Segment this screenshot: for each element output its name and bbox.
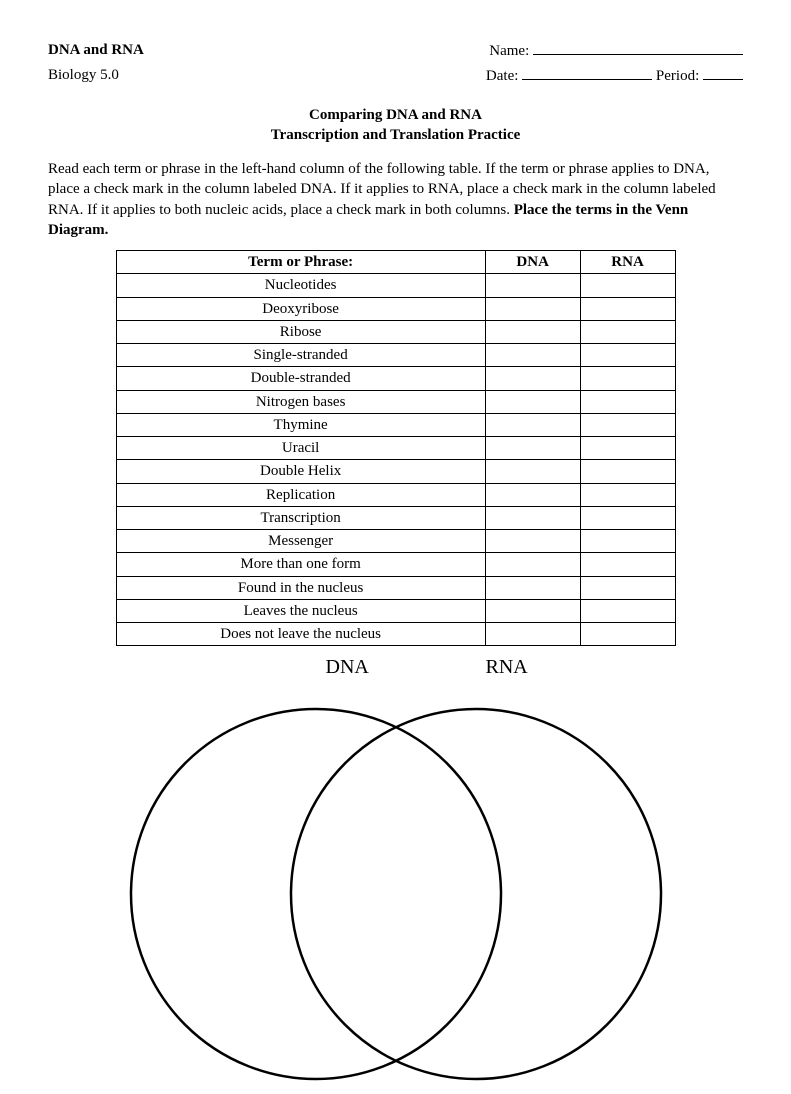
rna-check-cell[interactable]: [580, 530, 675, 553]
term-cell: Nitrogen bases: [116, 390, 485, 413]
rna-check-cell[interactable]: [580, 344, 675, 367]
table-row: Found in the nucleus: [116, 576, 675, 599]
rna-check-cell[interactable]: [580, 320, 675, 343]
table-row: Double Helix: [116, 460, 675, 483]
table-row: More than one form: [116, 553, 675, 576]
title-line-2: Transcription and Translation Practice: [48, 125, 743, 145]
rna-check-cell[interactable]: [580, 367, 675, 390]
topic-label: DNA and RNA: [48, 40, 144, 61]
name-field-group: Name:: [489, 40, 743, 61]
table-row: Single-stranded: [116, 344, 675, 367]
term-cell: Transcription: [116, 506, 485, 529]
name-input-line[interactable]: [533, 40, 743, 55]
header-row-2: Biology 5.0 Date: Period:: [48, 65, 743, 86]
table-row: Transcription: [116, 506, 675, 529]
rna-check-cell[interactable]: [580, 483, 675, 506]
col-header-term: Term or Phrase:: [116, 251, 485, 274]
term-cell: Messenger: [116, 530, 485, 553]
rna-check-cell[interactable]: [580, 297, 675, 320]
date-label: Date:: [486, 66, 518, 86]
dna-check-cell[interactable]: [485, 320, 580, 343]
table-row: Uracil: [116, 437, 675, 460]
table-row: Thymine: [116, 413, 675, 436]
comparison-table: Term or Phrase: DNA RNA NucleotidesDeoxy…: [116, 250, 676, 646]
rna-check-cell[interactable]: [580, 576, 675, 599]
dna-check-cell[interactable]: [485, 274, 580, 297]
rna-check-cell[interactable]: [580, 390, 675, 413]
dna-check-cell[interactable]: [485, 390, 580, 413]
term-cell: Deoxyribose: [116, 297, 485, 320]
dna-check-cell[interactable]: [485, 623, 580, 646]
term-cell: Nucleotides: [116, 274, 485, 297]
dna-check-cell[interactable]: [485, 297, 580, 320]
title-line-1: Comparing DNA and RNA: [48, 105, 743, 125]
venn-svg: [116, 674, 676, 1094]
dna-check-cell[interactable]: [485, 553, 580, 576]
dna-check-cell[interactable]: [485, 460, 580, 483]
worksheet-title: Comparing DNA and RNA Transcription and …: [48, 105, 743, 146]
instructions-text: Read each term or phrase in the left-han…: [48, 159, 743, 240]
dna-check-cell[interactable]: [485, 413, 580, 436]
term-cell: Single-stranded: [116, 344, 485, 367]
table-row: Nucleotides: [116, 274, 675, 297]
col-header-dna: DNA: [485, 251, 580, 274]
period-input-line[interactable]: [703, 65, 743, 80]
dna-check-cell[interactable]: [485, 437, 580, 460]
table-row: Ribose: [116, 320, 675, 343]
course-label: Biology 5.0: [48, 65, 119, 86]
term-cell: More than one form: [116, 553, 485, 576]
dna-check-cell[interactable]: [485, 530, 580, 553]
table-row: Double-stranded: [116, 367, 675, 390]
table-row: Replication: [116, 483, 675, 506]
dna-check-cell[interactable]: [485, 367, 580, 390]
col-header-rna: RNA: [580, 251, 675, 274]
period-label: Period:: [656, 66, 699, 86]
rna-check-cell[interactable]: [580, 506, 675, 529]
table-row: Deoxyribose: [116, 297, 675, 320]
term-cell: Does not leave the nucleus: [116, 623, 485, 646]
dna-check-cell[interactable]: [485, 576, 580, 599]
term-cell: Leaves the nucleus: [116, 599, 485, 622]
table-row: Nitrogen bases: [116, 390, 675, 413]
term-cell: Uracil: [116, 437, 485, 460]
table-row: Leaves the nucleus: [116, 599, 675, 622]
table-row: Messenger: [116, 530, 675, 553]
dna-check-cell[interactable]: [485, 506, 580, 529]
term-cell: Replication: [116, 483, 485, 506]
term-cell: Ribose: [116, 320, 485, 343]
term-cell: Double-stranded: [116, 367, 485, 390]
table-row: Does not leave the nucleus: [116, 623, 675, 646]
rna-check-cell[interactable]: [580, 274, 675, 297]
date-input-line[interactable]: [522, 65, 652, 80]
term-cell: Thymine: [116, 413, 485, 436]
rna-check-cell[interactable]: [580, 413, 675, 436]
term-cell: Found in the nucleus: [116, 576, 485, 599]
venn-diagram: DNA RNA: [116, 654, 676, 1074]
date-period-group: Date: Period:: [486, 65, 743, 86]
name-label: Name:: [489, 41, 529, 61]
dna-check-cell[interactable]: [485, 483, 580, 506]
rna-check-cell[interactable]: [580, 460, 675, 483]
rna-check-cell[interactable]: [580, 437, 675, 460]
dna-check-cell[interactable]: [485, 344, 580, 367]
rna-check-cell[interactable]: [580, 599, 675, 622]
term-cell: Double Helix: [116, 460, 485, 483]
rna-check-cell[interactable]: [580, 553, 675, 576]
header-row-1: DNA and RNA Name:: [48, 40, 743, 61]
rna-check-cell[interactable]: [580, 623, 675, 646]
table-header-row: Term or Phrase: DNA RNA: [116, 251, 675, 274]
dna-check-cell[interactable]: [485, 599, 580, 622]
